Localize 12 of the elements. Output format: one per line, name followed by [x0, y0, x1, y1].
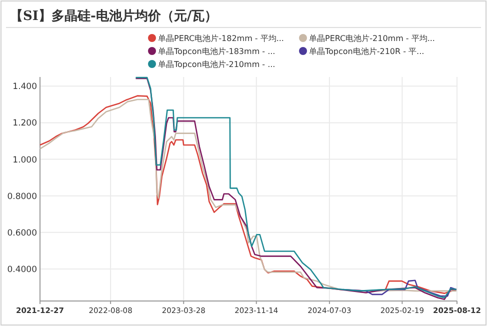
title: 【SI】多晶硅-电池片均价（元/瓦）: [10, 9, 218, 24]
ytick: 0.6000: [7, 228, 37, 238]
ytick: 0.8000: [7, 192, 37, 202]
ytick: 1.200: [12, 118, 37, 129]
legend-item: 单晶Topcon电池片-210R - 平...: [299, 47, 424, 56]
legend-item: 单晶PERC电池片-210mm - 平均...: [299, 34, 435, 43]
ytick: 1.400: [12, 82, 37, 92]
legend-item: 单晶Topcon电池片-210mm - ...: [148, 60, 276, 69]
legend-item: 单晶PERC电池片-182mm - 平均...: [148, 34, 284, 43]
ytick: 0.4000: [7, 265, 37, 275]
ytick: 1.000: [12, 155, 37, 166]
legend-item: 单晶Topcon电池片-183mm - ...: [148, 47, 276, 56]
